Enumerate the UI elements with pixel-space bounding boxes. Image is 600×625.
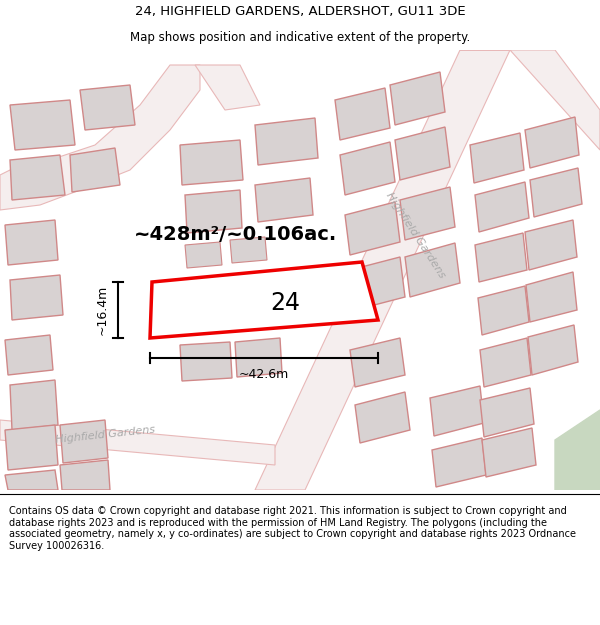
Polygon shape bbox=[185, 190, 242, 233]
Polygon shape bbox=[230, 237, 267, 263]
Polygon shape bbox=[10, 275, 63, 320]
Polygon shape bbox=[475, 182, 529, 232]
Polygon shape bbox=[10, 100, 75, 150]
Polygon shape bbox=[355, 392, 410, 443]
Polygon shape bbox=[395, 127, 450, 180]
Text: 24, HIGHFIELD GARDENS, ALDERSHOT, GU11 3DE: 24, HIGHFIELD GARDENS, ALDERSHOT, GU11 3… bbox=[134, 4, 466, 18]
Polygon shape bbox=[195, 65, 260, 110]
Polygon shape bbox=[405, 243, 460, 297]
Polygon shape bbox=[185, 242, 222, 268]
Polygon shape bbox=[180, 140, 243, 185]
Polygon shape bbox=[350, 257, 405, 310]
Text: Highfield Gardens: Highfield Gardens bbox=[383, 190, 446, 280]
Text: ~16.4m: ~16.4m bbox=[95, 285, 109, 335]
Polygon shape bbox=[475, 233, 527, 282]
Text: 24: 24 bbox=[271, 291, 301, 316]
Polygon shape bbox=[526, 272, 577, 322]
Polygon shape bbox=[70, 148, 120, 192]
Polygon shape bbox=[390, 72, 445, 125]
Polygon shape bbox=[480, 388, 534, 437]
Polygon shape bbox=[482, 428, 536, 477]
Polygon shape bbox=[335, 88, 390, 140]
Polygon shape bbox=[0, 420, 275, 465]
Polygon shape bbox=[555, 410, 600, 490]
Text: ~428m²/~0.106ac.: ~428m²/~0.106ac. bbox=[133, 226, 337, 244]
Polygon shape bbox=[5, 470, 58, 490]
Polygon shape bbox=[180, 342, 232, 381]
Text: Highfield Gardens: Highfield Gardens bbox=[55, 425, 155, 445]
Polygon shape bbox=[10, 380, 58, 430]
Polygon shape bbox=[5, 220, 58, 265]
Polygon shape bbox=[255, 118, 318, 165]
Polygon shape bbox=[255, 50, 510, 490]
Text: ~42.6m: ~42.6m bbox=[239, 369, 289, 381]
Polygon shape bbox=[400, 187, 455, 240]
Polygon shape bbox=[60, 420, 108, 463]
Polygon shape bbox=[430, 386, 484, 436]
Polygon shape bbox=[60, 460, 110, 490]
Polygon shape bbox=[235, 338, 282, 377]
Polygon shape bbox=[80, 85, 135, 130]
Polygon shape bbox=[460, 50, 600, 150]
Polygon shape bbox=[10, 155, 65, 200]
Text: Map shows position and indicative extent of the property.: Map shows position and indicative extent… bbox=[130, 31, 470, 44]
Polygon shape bbox=[528, 325, 578, 375]
Text: Contains OS data © Crown copyright and database right 2021. This information is : Contains OS data © Crown copyright and d… bbox=[9, 506, 576, 551]
Polygon shape bbox=[350, 338, 405, 387]
Polygon shape bbox=[432, 438, 486, 487]
Polygon shape bbox=[0, 65, 200, 210]
Polygon shape bbox=[255, 178, 313, 222]
Polygon shape bbox=[340, 142, 395, 195]
Polygon shape bbox=[525, 117, 579, 168]
Polygon shape bbox=[478, 286, 529, 335]
Polygon shape bbox=[470, 133, 524, 183]
Polygon shape bbox=[5, 335, 53, 375]
Polygon shape bbox=[150, 262, 378, 338]
Polygon shape bbox=[525, 220, 577, 270]
Polygon shape bbox=[345, 202, 400, 255]
Polygon shape bbox=[530, 168, 582, 217]
Polygon shape bbox=[480, 338, 531, 387]
Polygon shape bbox=[5, 425, 58, 470]
